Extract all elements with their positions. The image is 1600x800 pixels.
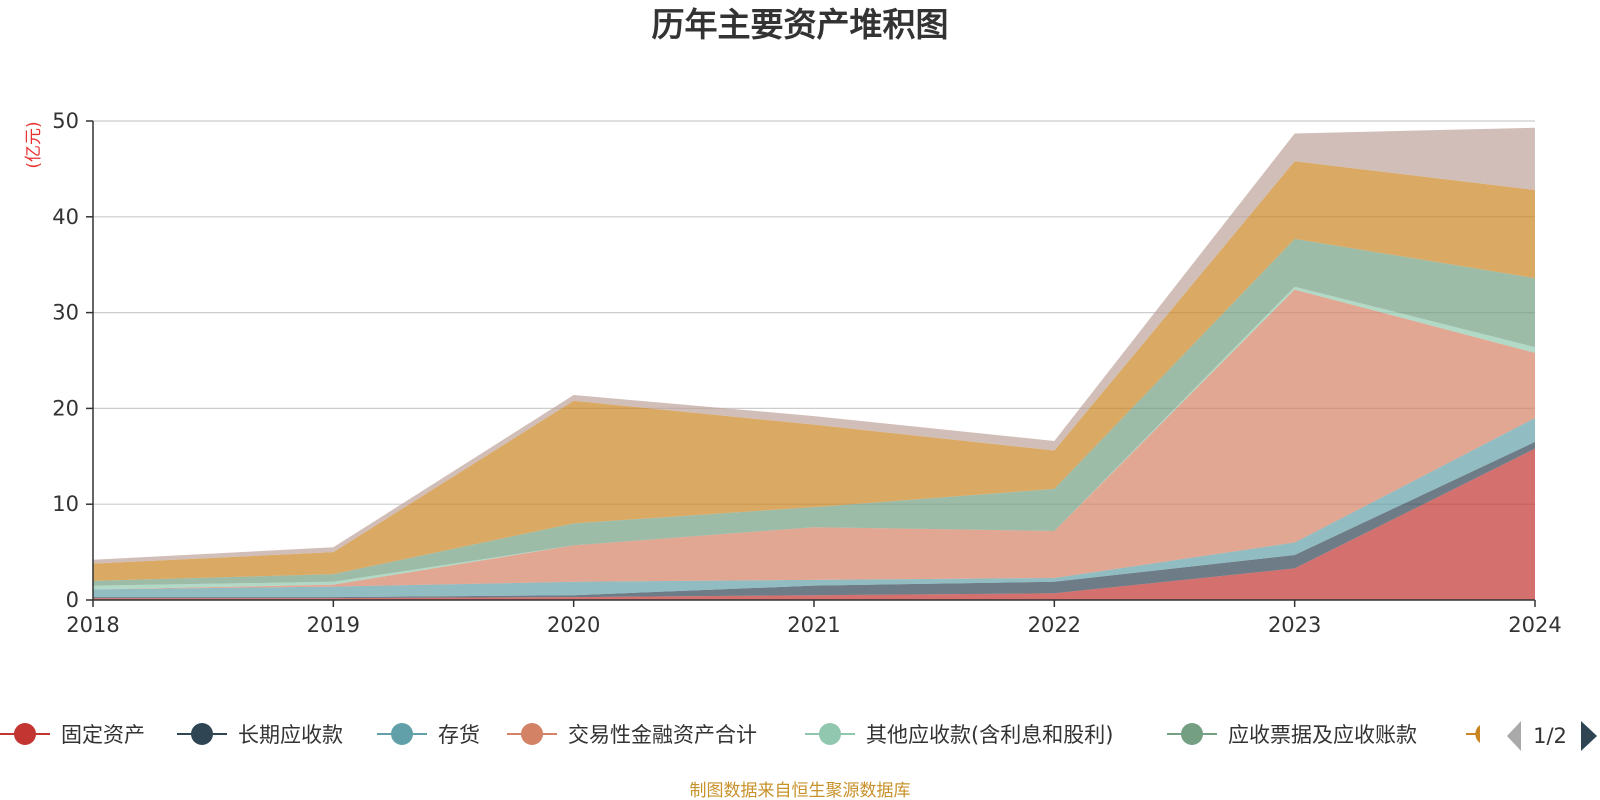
x-tick-label-6: 2024 [1508,613,1561,637]
legend-item-4[interactable]: 其他应收款(含利息和股利) [805,723,1113,747]
legend-label-5: 应收票据及应收账款 [1228,723,1417,747]
y-tick-label-0: 0 [66,588,79,612]
legend-label-4: 其他应收款(含利息和股利) [866,723,1113,747]
x-tick-label-3: 2021 [787,613,840,637]
x-tick-label-4: 2022 [1028,613,1081,637]
y-tick-label-4: 40 [52,205,79,229]
area-series [93,127,1535,600]
legend-item-0[interactable]: 固定资产 [0,723,145,747]
legend-page-indicator: 1/2 [1533,724,1567,748]
y-tick-labels: 0 10 20 30 40 50 [52,109,79,612]
legend-marker-2 [391,723,413,745]
legend-label-3: 交易性金融资产合计 [568,723,757,747]
legend-label-2: 存货 [438,723,480,747]
chart-title: 历年主要资产堆积图 [652,5,949,44]
legend-marker-3 [521,723,543,745]
legend-item-3[interactable]: 交易性金融资产合计 [507,723,757,747]
axes [86,120,1536,607]
x-tick-labels: 2018 2019 2020 2021 2022 2023 2024 [66,613,1561,637]
y-tick-label-3: 30 [52,301,79,325]
y-axis-unit: (亿元) [24,121,44,168]
legend-item-clipped[interactable] [1466,725,1480,743]
x-tick-label-1: 2019 [307,613,360,637]
legend-prev-icon[interactable] [1507,721,1521,751]
legend-label-0: 固定资产 [61,723,145,747]
legend-marker-4 [819,723,841,745]
x-tick-label-5: 2023 [1268,613,1321,637]
legend-marker-clipped [1475,725,1480,743]
legend: 固定资产 长期应收款 存货 交易性金融资产合计 其他应收款(含利息和股利) 应收票据及应收… [0,723,1480,747]
legend-label-1: 长期应收款 [238,723,343,747]
legend-item-2[interactable]: 存货 [377,723,480,747]
data-source-note: 制图数据来自恒生聚源数据库 [690,781,911,800]
area-series-0 [93,448,1535,600]
y-tick-label-1: 10 [52,492,79,516]
area-series-5 [93,238,1535,586]
legend-item-1[interactable]: 长期应收款 [177,723,343,747]
legend-pager: 1/2 [1507,721,1597,751]
legend-marker-0 [14,723,36,745]
x-tick-label-0: 2018 [66,613,119,637]
legend-item-5[interactable]: 应收票据及应收账款 [1167,723,1417,747]
area-series-3 [93,289,1535,590]
x-tick-label-2: 2020 [547,613,600,637]
area-series-7 [93,127,1535,564]
y-tick-label-5: 50 [52,109,79,133]
legend-marker-1 [191,723,213,745]
legend-next-icon[interactable] [1581,721,1597,751]
area-series-6 [93,161,1535,581]
legend-marker-5 [1181,723,1203,745]
y-tick-label-2: 20 [52,396,79,420]
